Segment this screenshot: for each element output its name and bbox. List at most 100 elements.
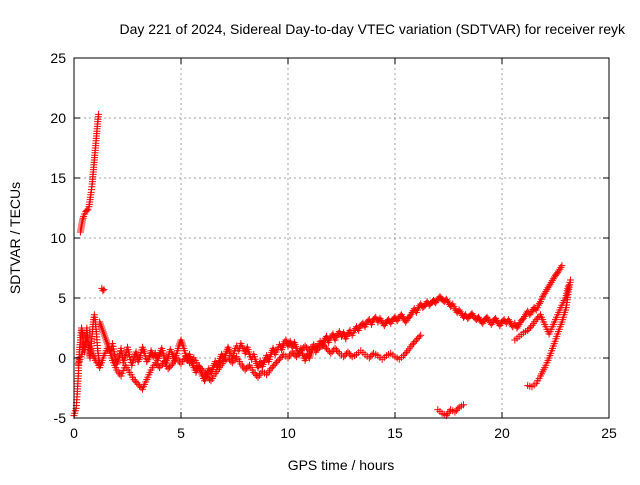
y-tick-label: 20 xyxy=(50,110,66,126)
data-point xyxy=(513,324,521,332)
data-point xyxy=(401,350,409,358)
data-point xyxy=(558,262,566,270)
data-point xyxy=(136,382,144,390)
data-point xyxy=(532,316,540,324)
data-point xyxy=(267,365,275,373)
data-point xyxy=(340,353,348,361)
data-point xyxy=(479,319,487,327)
data-point xyxy=(393,317,401,325)
y-axis-label: SDTVAR / TECUs xyxy=(7,182,23,294)
data-point xyxy=(268,363,276,371)
data-point xyxy=(250,368,258,376)
data-point xyxy=(270,362,278,370)
data-point xyxy=(131,377,139,385)
data-point xyxy=(311,342,319,350)
data-point xyxy=(290,350,298,358)
y-tick-label: 25 xyxy=(50,50,66,66)
data-point xyxy=(274,357,282,365)
data-point xyxy=(359,319,367,327)
data-point xyxy=(151,359,159,367)
data-point xyxy=(534,314,542,322)
data-point xyxy=(334,348,342,356)
data-point xyxy=(411,338,419,346)
data-point xyxy=(410,305,418,313)
data-point xyxy=(133,379,141,387)
data-point xyxy=(297,347,305,355)
data-point xyxy=(524,326,532,334)
data-point xyxy=(540,291,548,299)
data-point xyxy=(400,352,408,360)
data-point xyxy=(525,325,533,333)
data-point xyxy=(541,289,549,297)
data-point xyxy=(451,408,459,416)
data-point xyxy=(134,380,142,388)
x-tick-label: 0 xyxy=(70,425,78,441)
data-point xyxy=(454,405,462,413)
data-point xyxy=(243,364,251,372)
grid xyxy=(74,58,609,418)
data-point xyxy=(406,312,414,320)
x-tick-label: 20 xyxy=(494,425,510,441)
data-point xyxy=(318,340,326,348)
data-point xyxy=(519,314,527,322)
x-tick-label: 10 xyxy=(280,425,296,441)
data-point xyxy=(487,320,495,328)
data-point xyxy=(367,352,375,360)
data-point xyxy=(99,287,107,295)
data-point xyxy=(566,276,574,284)
data-point xyxy=(144,356,152,364)
data-point xyxy=(79,214,87,222)
data-point xyxy=(526,311,534,319)
data-point xyxy=(555,267,563,275)
data-point xyxy=(505,317,513,325)
data-point xyxy=(539,293,547,301)
data-point xyxy=(365,354,373,362)
x-axis-label: GPS time / hours xyxy=(288,457,395,473)
data-point xyxy=(167,362,175,370)
data-point xyxy=(493,316,501,324)
data-point xyxy=(492,314,500,322)
data-point xyxy=(547,278,555,286)
y-tick-label: 10 xyxy=(50,230,66,246)
data-point xyxy=(483,313,491,321)
x-tick-label: 25 xyxy=(601,425,617,441)
data-point xyxy=(504,316,512,324)
data-point xyxy=(143,358,151,366)
data-point xyxy=(224,354,232,362)
data-point xyxy=(455,306,463,314)
data-point xyxy=(196,363,204,371)
data-point xyxy=(100,286,108,294)
data-point xyxy=(548,277,556,285)
data-point xyxy=(535,299,543,307)
data-point xyxy=(277,354,285,362)
data-point xyxy=(303,344,311,352)
y-tick-label: 5 xyxy=(58,290,66,306)
data-point xyxy=(402,348,410,356)
data-point xyxy=(273,358,281,366)
data-point xyxy=(509,323,517,331)
data-point xyxy=(527,309,535,317)
data-point xyxy=(527,323,535,331)
data-point xyxy=(95,110,103,118)
y-tick-label: 15 xyxy=(50,170,66,186)
data-point xyxy=(397,311,405,319)
data-point xyxy=(545,282,553,290)
data-point xyxy=(468,310,476,318)
data-point xyxy=(130,376,138,384)
data-point xyxy=(410,339,418,347)
data-point xyxy=(452,406,460,414)
data-point xyxy=(197,364,205,372)
data-point xyxy=(549,275,557,283)
data-point xyxy=(376,314,384,322)
data-point xyxy=(398,313,406,321)
data-point xyxy=(206,375,214,383)
data-point xyxy=(271,360,279,368)
data-point xyxy=(153,360,161,368)
data-point xyxy=(520,313,528,321)
data-point xyxy=(459,401,467,409)
data-point xyxy=(408,341,416,349)
data-point xyxy=(186,359,194,367)
